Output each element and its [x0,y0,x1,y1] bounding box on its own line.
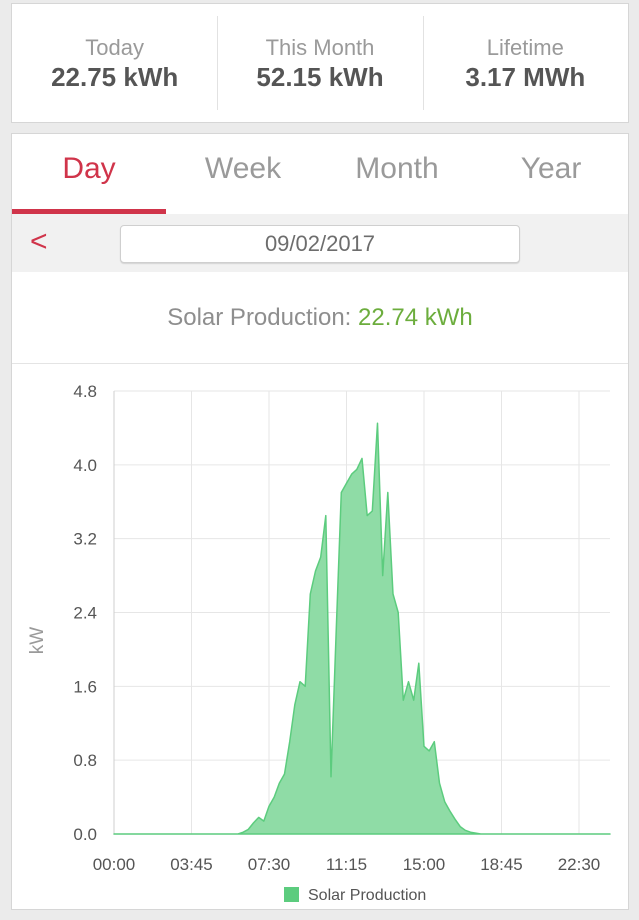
x-tick-label: 03:45 [170,855,213,874]
tab-year[interactable]: Year [520,152,582,185]
x-tick-label: 11:15 [326,855,367,874]
summary-value: 22.74 kWh [358,304,473,331]
stat-today: Today 22.75 kWh [12,4,217,122]
stat-label: This Month [265,35,375,60]
y-tick-label: 0.8 [73,751,97,770]
y-tick-label: 2.4 [73,604,97,623]
period-tabs: Day Week Month Year [12,134,628,214]
stat-value: 52.15 kWh [256,62,384,92]
legend-label: Solar Production [308,887,426,904]
x-tick-label: 22:30 [558,855,601,874]
solar-production-summary: Solar Production: 22.74 kWh [12,272,628,364]
stat-label: Today [85,35,145,60]
x-tick-label: 15:00 [403,855,446,874]
tab-month[interactable]: Month [355,152,439,185]
y-axis-label: kW [27,627,48,655]
tab-day[interactable]: Day [12,134,166,214]
date-picker[interactable]: 09/02/2017 [120,225,520,263]
previous-date-button[interactable]: < [30,225,48,258]
solar-production-area [113,422,611,835]
legend-swatch [284,887,299,902]
y-tick-label: 4.8 [73,382,97,401]
x-tick-label: 07:30 [248,855,291,874]
production-chart: 0.0 0.8 1.6 2.4 3.2 4.0 4.8 00:00 03:45 07:30 11:1… [12,365,628,909]
y-tick-label: 0.0 [73,825,97,844]
stat-this-month: This Month 52.15 kWh [217,4,422,122]
y-tick-label: 1.6 [73,677,97,696]
production-panel: Day Week Month Year < 09/02/2017 Solar P… [11,133,629,910]
y-tick-label: 4.0 [73,456,97,475]
energy-stats-bar: Today 22.75 kWh This Month 52.15 kWh Lif… [11,3,629,123]
y-tick-label: 3.2 [73,530,97,549]
stat-value: 3.17 MWh [465,62,586,92]
date-navigator: < 09/02/2017 [12,214,628,272]
x-tick-label: 18:45 [480,855,523,874]
production-chart-svg: 0.0 0.8 1.6 2.4 3.2 4.0 4.8 00:00 03:45 07:30 11:1… [27,382,611,904]
stat-lifetime: Lifetime 3.17 MWh [422,4,628,122]
x-tick-label: 00:00 [93,855,136,874]
tab-week[interactable]: Week [204,152,282,185]
stat-value: 22.75 kWh [51,62,179,92]
stat-label: Lifetime [486,35,564,60]
summary-label: Solar Production: [167,304,359,331]
